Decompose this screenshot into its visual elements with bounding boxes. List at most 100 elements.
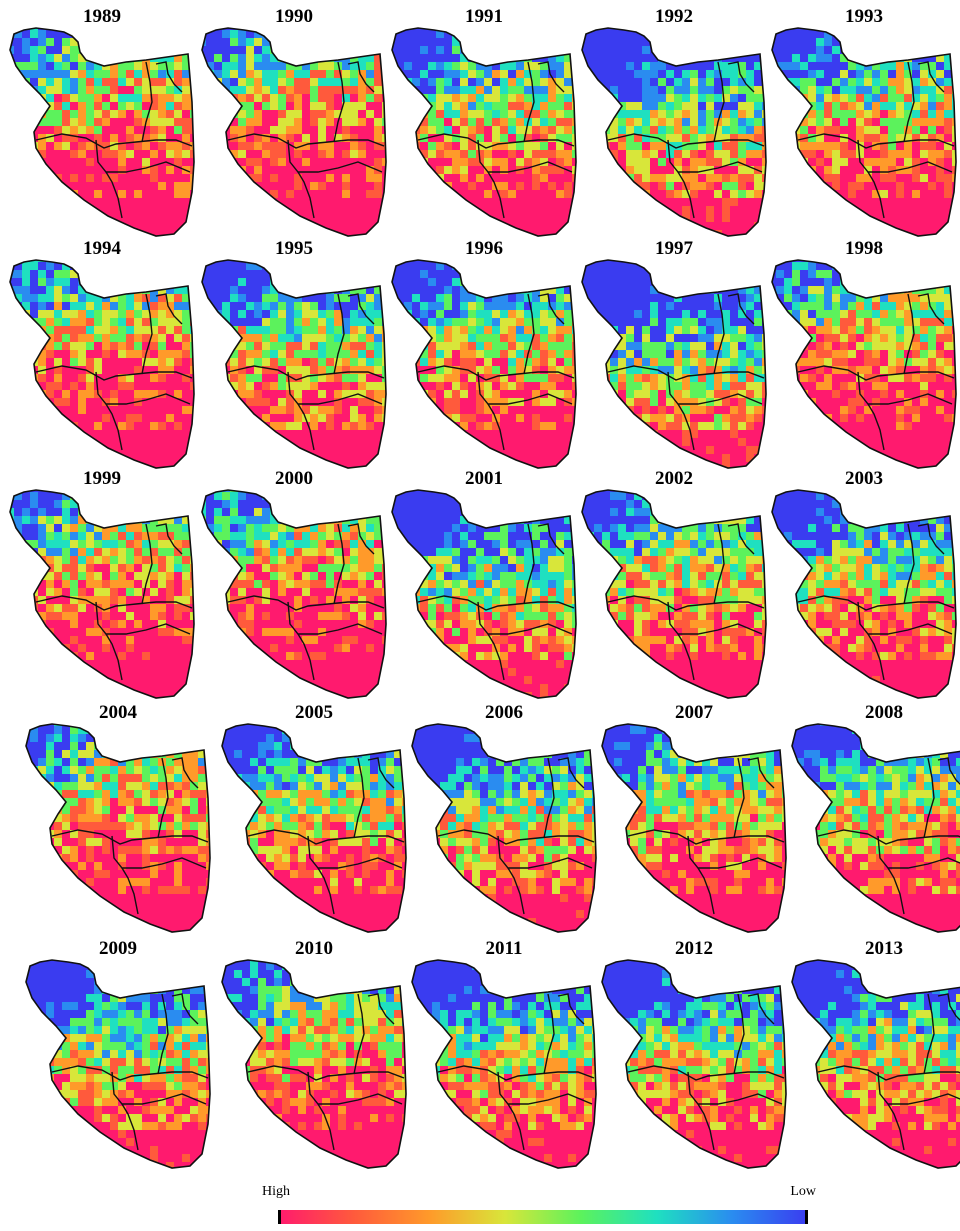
district-boundary xyxy=(297,171,315,219)
district-boundary xyxy=(747,757,775,789)
district-boundary xyxy=(287,139,383,173)
legend-low-label: Low xyxy=(790,1184,816,1199)
region-map xyxy=(201,259,387,469)
region-outline xyxy=(411,723,597,933)
district-boundary xyxy=(543,757,555,839)
district-boundary xyxy=(477,371,573,405)
district-boundary xyxy=(713,293,725,375)
district-boundary xyxy=(857,371,953,405)
district-boundary xyxy=(747,993,775,1025)
district-boundary xyxy=(607,595,765,611)
district-boundary xyxy=(557,993,585,1025)
district-boundary xyxy=(607,133,765,149)
district-boundary xyxy=(227,595,385,611)
district-boundary xyxy=(171,993,199,1025)
district-boundary xyxy=(95,601,191,635)
region-outline xyxy=(391,489,577,699)
map-panel-2006: 2006 xyxy=(408,702,600,942)
year-label: 1989 xyxy=(83,6,121,27)
map-panel-2008: 2008 xyxy=(788,702,960,942)
district-boundary xyxy=(667,371,763,405)
map-panel-1989: 1989 xyxy=(6,6,198,246)
region-map xyxy=(201,27,387,237)
year-label: 2000 xyxy=(275,468,313,489)
year-label: 1998 xyxy=(845,238,883,259)
district-boundary xyxy=(155,61,183,93)
region-outline xyxy=(9,259,195,469)
district-boundary xyxy=(713,523,725,605)
map-panel-1991: 1991 xyxy=(388,6,580,246)
district-boundary xyxy=(727,523,755,555)
district-boundary xyxy=(417,133,575,149)
year-label: 1996 xyxy=(465,238,503,259)
map-panel-1992: 1992 xyxy=(578,6,770,246)
district-boundary xyxy=(903,523,915,605)
district-boundary xyxy=(937,993,960,1021)
map-panel-2009: 2009 xyxy=(22,938,214,1178)
district-boundary xyxy=(523,61,535,143)
district-boundary xyxy=(507,1103,525,1151)
district-boundary xyxy=(817,829,960,845)
district-boundary xyxy=(105,403,123,451)
map-panel-2004: 2004 xyxy=(22,702,214,942)
district-boundary xyxy=(537,293,565,325)
district-boundary xyxy=(157,993,169,1075)
district-boundary xyxy=(347,61,375,93)
district-boundary xyxy=(727,293,755,325)
year-label: 1997 xyxy=(655,238,693,259)
map-panel-1990: 1990 xyxy=(198,6,390,246)
district-boundary xyxy=(317,867,335,915)
map-panel-1993: 1993 xyxy=(768,6,960,246)
year-label: 2008 xyxy=(865,702,903,723)
year-label: 2004 xyxy=(99,702,137,723)
district-boundary xyxy=(141,523,153,605)
district-boundary xyxy=(287,371,383,405)
district-boundary xyxy=(543,993,555,1075)
region-map xyxy=(25,723,211,933)
region-outline xyxy=(9,489,195,699)
region-outline xyxy=(771,27,957,237)
district-boundary xyxy=(417,595,575,611)
region-outline xyxy=(581,259,767,469)
district-boundary xyxy=(797,365,955,381)
district-boundary xyxy=(887,867,905,915)
district-boundary xyxy=(317,1103,335,1151)
district-boundary xyxy=(917,293,945,325)
region-map xyxy=(581,489,767,699)
region-map xyxy=(791,723,960,933)
region-map xyxy=(411,723,597,933)
district-boundary xyxy=(307,835,403,869)
district-boundary xyxy=(155,523,183,555)
district-boundary xyxy=(157,757,169,839)
map-panel-1996: 1996 xyxy=(388,238,580,478)
region-map xyxy=(391,489,577,699)
district-boundary xyxy=(867,171,885,219)
district-boundary xyxy=(887,1103,905,1151)
map-panel-2005: 2005 xyxy=(218,702,410,942)
district-boundary xyxy=(51,1065,209,1081)
map-panel-2012: 2012 xyxy=(598,938,790,1178)
region-outline xyxy=(25,723,211,933)
district-boundary xyxy=(333,293,345,375)
region-outline xyxy=(391,27,577,237)
region-map xyxy=(791,959,960,1169)
map-panel-1994: 1994 xyxy=(6,238,198,478)
district-boundary xyxy=(607,365,765,381)
year-label: 2013 xyxy=(865,938,903,959)
district-boundary xyxy=(677,403,695,451)
district-boundary xyxy=(537,523,565,555)
map-panel-1995: 1995 xyxy=(198,238,390,478)
district-boundary xyxy=(35,133,193,149)
district-boundary xyxy=(487,403,505,451)
district-boundary xyxy=(797,133,955,149)
year-label: 2009 xyxy=(99,938,137,959)
map-panel-2001: 2001 xyxy=(388,468,580,708)
district-boundary xyxy=(353,757,365,839)
year-label: 2003 xyxy=(845,468,883,489)
region-outline xyxy=(601,959,787,1169)
district-boundary xyxy=(817,1065,960,1081)
district-boundary xyxy=(487,633,505,681)
district-boundary xyxy=(333,61,345,143)
district-boundary xyxy=(877,1071,960,1105)
district-boundary xyxy=(111,835,207,869)
